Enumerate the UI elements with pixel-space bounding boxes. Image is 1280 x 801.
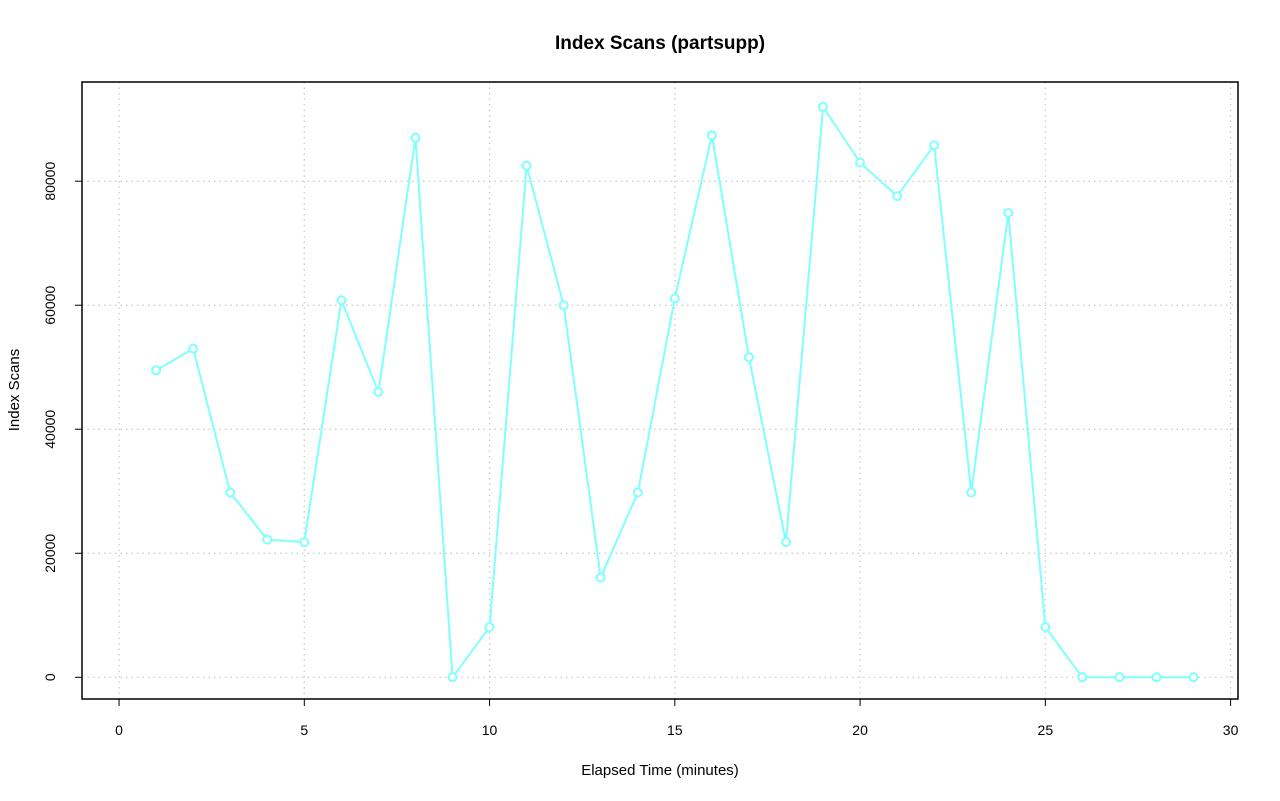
x-tick-label: 10	[482, 722, 498, 738]
x-tick-label: 15	[667, 722, 683, 738]
plot-frame	[81, 81, 1239, 700]
data-point	[892, 191, 903, 202]
y-axis-label: Index Scans	[6, 349, 23, 432]
x-tick-label: 0	[115, 722, 123, 738]
data-point	[484, 622, 495, 633]
data-point	[743, 352, 754, 363]
data-point	[225, 487, 236, 498]
data-point	[706, 130, 717, 141]
y-tick-label: 80000	[42, 162, 58, 201]
data-point	[373, 387, 384, 398]
data-point	[632, 487, 643, 498]
data-point	[1040, 622, 1051, 633]
data-point	[780, 537, 791, 548]
data-point	[818, 101, 829, 112]
data-point	[336, 295, 347, 306]
data-point	[151, 365, 162, 376]
data-point	[595, 572, 606, 583]
x-axis: 0 5 10 15 20 25 30	[115, 698, 1239, 738]
data-point	[855, 157, 866, 168]
data-point	[410, 132, 421, 143]
data-point	[1077, 672, 1088, 683]
x-tick-label: 20	[852, 722, 868, 738]
data-point	[299, 537, 310, 548]
x-tick-label: 5	[300, 722, 308, 738]
data-point	[669, 293, 680, 304]
series-layer	[151, 101, 1199, 683]
y-tick-label: 0	[42, 673, 58, 681]
data-point	[521, 160, 532, 171]
data-point	[188, 343, 199, 354]
data-point	[966, 487, 977, 498]
data-point	[929, 140, 940, 151]
x-tick-label: 30	[1223, 722, 1239, 738]
data-point	[1188, 672, 1199, 683]
data-point	[1151, 672, 1162, 683]
y-tick-label: 60000	[42, 286, 58, 325]
data-point	[262, 534, 273, 545]
y-axis: 0 20000 40000 60000 80000	[42, 162, 83, 681]
x-axis-label: Elapsed Time (minutes)	[581, 762, 739, 779]
data-point	[447, 672, 458, 683]
y-tick-label: 20000	[42, 534, 58, 573]
data-point	[558, 300, 569, 311]
x-tick-label: 25	[1038, 722, 1054, 738]
chart-title: Index Scans (partsupp)	[555, 33, 765, 54]
data-point	[1003, 207, 1014, 218]
grid-lines	[82, 82, 1238, 699]
y-tick-label: 40000	[42, 410, 58, 449]
data-point	[1114, 672, 1125, 683]
